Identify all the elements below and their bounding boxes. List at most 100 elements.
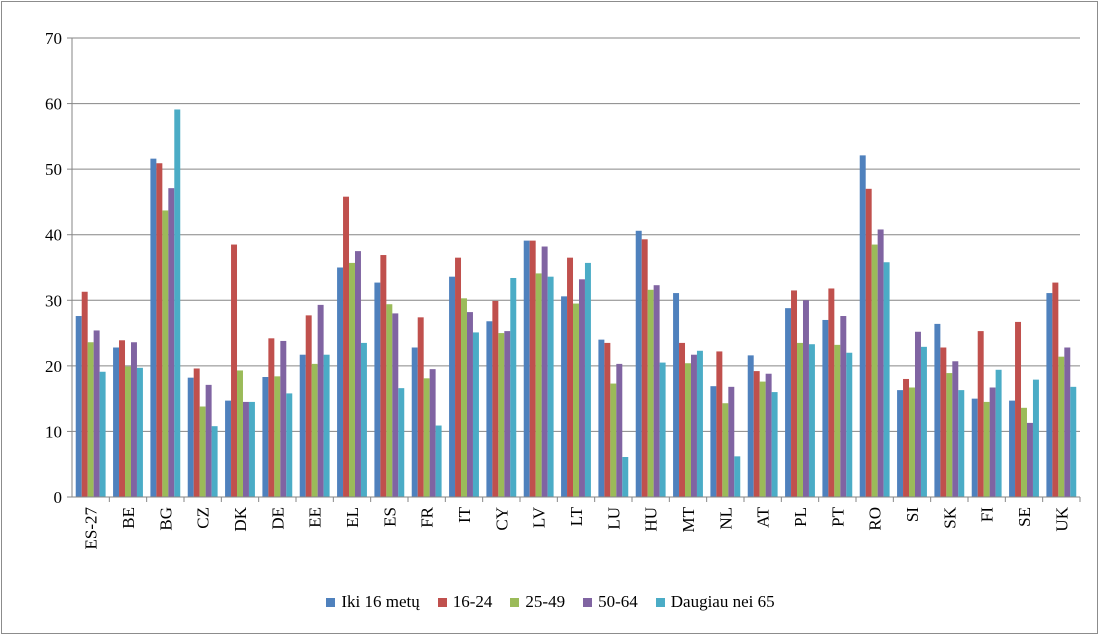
bar-se-series-3 xyxy=(1021,407,1027,497)
bar-lt-series-1 xyxy=(561,296,568,497)
bar-se-series-1 xyxy=(1009,400,1016,497)
bar-dk-series-5 xyxy=(248,401,255,497)
bar-lt-series-4 xyxy=(578,279,585,497)
bar-es-27-series-5 xyxy=(99,371,106,497)
bars xyxy=(75,109,1077,498)
bar-nl-series-2 xyxy=(716,351,723,497)
bar-uk-series-1 xyxy=(1046,293,1053,497)
bar-dk-series-4 xyxy=(242,401,249,497)
bar-hu-series-1 xyxy=(635,230,642,497)
bar-cy-series-2 xyxy=(492,300,499,497)
bar-mt-series-1 xyxy=(673,293,680,497)
bar-be-series-2 xyxy=(119,340,126,497)
bar-de-series-2 xyxy=(268,338,275,497)
legend-item: Iki 16 metų xyxy=(326,592,420,612)
bar-dk-series-2 xyxy=(231,244,238,497)
bar-pt-series-1 xyxy=(822,319,829,497)
legend-label: 50-64 xyxy=(598,592,638,611)
legend-label: 25-49 xyxy=(525,592,566,611)
bar-si-series-3 xyxy=(909,387,915,497)
bar-fi-series-5 xyxy=(995,369,1002,497)
bar-dk-series-1 xyxy=(225,400,232,497)
y-tick-label: 20 xyxy=(45,357,62,376)
bar-bg-series-5 xyxy=(174,109,181,497)
bar-fr-series-1 xyxy=(411,347,418,497)
x-tick-label: EL xyxy=(343,507,362,528)
legend-swatch xyxy=(510,597,520,607)
bar-pl-series-2 xyxy=(791,290,798,497)
x-tick-label: SK xyxy=(940,506,959,528)
bar-it-series-5 xyxy=(472,332,479,497)
bar-sk-series-2 xyxy=(940,347,947,497)
bar-si-series-4 xyxy=(914,331,921,497)
legend-label: Iki 16 metų xyxy=(341,592,420,611)
legend-swatch xyxy=(655,597,665,607)
x-tick-label: BG xyxy=(156,507,175,531)
bar-cz-series-3 xyxy=(199,406,206,497)
y-tick-label: 50 xyxy=(45,160,62,179)
bar-cy-series-5 xyxy=(510,277,517,497)
bar-ro-series-1 xyxy=(859,155,866,497)
x-tick-label: SI xyxy=(903,507,922,522)
bar-fr-series-3 xyxy=(423,378,430,497)
bar-it-series-2 xyxy=(455,257,462,497)
bar-lt-series-5 xyxy=(584,262,591,497)
bar-mt-series-4 xyxy=(690,354,697,497)
bar-lv-series-1 xyxy=(523,240,530,497)
legend-swatch xyxy=(583,597,593,607)
x-tick-label: BE xyxy=(119,507,138,529)
x-tick-label: FR xyxy=(418,506,437,527)
bar-fr-series-4 xyxy=(429,369,436,497)
x-tick-label: AT xyxy=(754,506,773,527)
bar-mt-series-5 xyxy=(696,350,703,497)
bar-be-series-5 xyxy=(136,367,143,497)
bar-nl-series-5 xyxy=(734,456,741,497)
y-tick-label: 70 xyxy=(45,29,62,48)
bar-es-27-series-2 xyxy=(81,291,88,497)
y-tick-label: 0 xyxy=(54,488,63,507)
bar-se-series-2 xyxy=(1015,321,1022,497)
legend-item: 25-49 xyxy=(510,592,565,612)
bar-es-series-2 xyxy=(380,255,387,497)
bar-mt-series-2 xyxy=(679,342,686,497)
y-tick-label: 10 xyxy=(45,422,62,441)
bar-at-series-5 xyxy=(771,392,778,497)
bar-at-series-4 xyxy=(765,373,772,497)
bar-be-series-1 xyxy=(113,347,120,497)
x-tick-label: SE xyxy=(1015,507,1034,527)
bar-pl-series-5 xyxy=(808,344,815,497)
x-tick-label: LV xyxy=(530,506,549,528)
bar-ro-series-4 xyxy=(877,229,884,497)
bar-fi-series-4 xyxy=(989,387,996,497)
bar-si-series-2 xyxy=(903,378,910,497)
bar-si-series-5 xyxy=(920,346,927,497)
legend-label: 16-24 xyxy=(452,592,493,611)
legend-swatch xyxy=(437,597,447,607)
bar-at-series-1 xyxy=(747,355,754,497)
bar-cy-series-3 xyxy=(498,333,505,497)
bar-be-series-4 xyxy=(130,342,137,497)
x-tick-label: DE xyxy=(268,507,287,530)
legend-item: 16-24 xyxy=(437,592,493,612)
x-tick-label: ES xyxy=(380,507,399,527)
x-tick-label: CY xyxy=(492,507,511,531)
bar-pt-series-3 xyxy=(834,344,841,497)
bar-dk-series-3 xyxy=(237,370,243,497)
x-tick-label: ES-27 xyxy=(82,507,101,550)
bar-el-series-1 xyxy=(337,267,344,497)
bar-uk-series-3 xyxy=(1058,356,1065,497)
bar-es-27-series-3 xyxy=(87,342,94,497)
bar-it-series-1 xyxy=(449,276,456,497)
bar-bg-series-4 xyxy=(168,188,175,497)
bar-sk-series-1 xyxy=(934,323,941,497)
bar-pt-series-4 xyxy=(840,316,847,497)
bar-ee-series-4 xyxy=(317,304,324,497)
y-tick-label: 30 xyxy=(45,291,62,310)
bar-pt-series-2 xyxy=(828,288,835,497)
bar-ee-series-2 xyxy=(305,315,312,497)
y-tick-labels: 0 10 20 30 40 50 60 70 xyxy=(45,29,62,507)
bar-bg-series-1 xyxy=(150,158,157,497)
bar-ro-series-2 xyxy=(865,188,872,497)
axes xyxy=(67,37,1081,502)
bar-lv-series-2 xyxy=(529,240,536,497)
